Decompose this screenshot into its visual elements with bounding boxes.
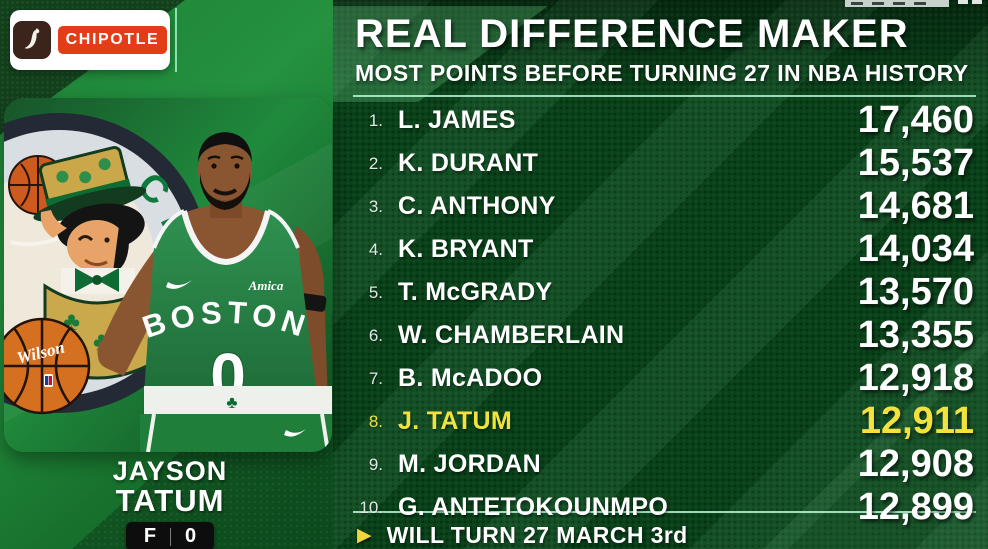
panel-subtitle: MOST POINTS BEFORE TURNING 27 IN NBA HIS…: [355, 60, 969, 86]
player-nameplate: JAYSON TATUM F 0: [0, 457, 340, 549]
player-card: C E B: [4, 98, 332, 452]
rank-label: 5.: [368, 282, 383, 302]
points-value: 15,537: [857, 142, 974, 184]
points-value: 12,899: [857, 486, 974, 528]
scorebug-fragment: [845, 0, 949, 7]
rank-label: 6.: [368, 325, 383, 345]
rank-label: 2.: [368, 153, 383, 173]
points-value: 14,681: [857, 185, 974, 227]
leaderboard-row: 2. K. DURANT 15,537: [353, 142, 978, 185]
leaderboard-row: 9. M. JORDAN 12,908: [353, 443, 978, 486]
player-name: W. CHAMBERLAIN: [398, 321, 625, 349]
footer-divider: [353, 511, 976, 513]
player-name: J. TATUM: [398, 407, 512, 435]
points-value: 12,911: [859, 400, 974, 442]
player-name: C. ANTHONY: [398, 192, 556, 220]
leaderboard-row: 5. T. McGRADY 13,570: [353, 271, 978, 314]
rank-label: 4.: [368, 239, 383, 259]
footnote: ▶ WILL TURN 27 MARCH 3rd: [353, 522, 978, 549]
rank-label: 8.: [368, 411, 383, 431]
jersey-brand-text: Amica: [248, 278, 284, 293]
badge-divider: [170, 527, 172, 546]
player-name: B. McADOO: [398, 364, 543, 392]
basketball: Wilson: [4, 317, 91, 415]
panel-title: REAL DIFFERENCE MAKER: [355, 12, 909, 56]
player-name: G. ANTETOKOUNMPO: [398, 493, 669, 521]
rank-label: 9.: [368, 454, 383, 474]
points-value: 17,460: [857, 99, 974, 141]
rank-label: 3.: [368, 196, 383, 216]
nba-patch-icon: [44, 374, 53, 387]
points-value: 12,918: [857, 357, 974, 399]
rank-label: 7.: [368, 368, 383, 388]
leaderboard: 1. L. JAMES 17,460 2. K. DURANT 15,537 3…: [353, 99, 978, 528]
leaderboard-row: 8. J. TATUM 12,911: [353, 400, 978, 443]
right-background: [333, 0, 988, 549]
player-photo: C E B: [4, 98, 332, 452]
rank-label: 1.: [368, 110, 383, 130]
header-divider: [353, 95, 976, 97]
player-name: L. JAMES: [398, 106, 516, 134]
position-label: F: [143, 525, 157, 548]
points-value: 14,034: [857, 228, 974, 270]
footnote-text: WILL TURN 27 MARCH 3rd: [386, 522, 688, 548]
pepper-icon: [12, 21, 51, 59]
stat-panel: REAL DIFFERENCE MAKER MOST POINTS BEFORE…: [333, 0, 988, 549]
player-name: K. BRYANT: [398, 235, 534, 263]
leaderboard-row: 10. G. ANTETOKOUNMPO 12,899: [353, 486, 978, 529]
sponsor-wordmark: CHIPOTLE: [57, 26, 168, 54]
leaderboard-row: 6. W. CHAMBERLAIN 13,355: [353, 314, 978, 357]
player-name: M. JORDAN: [398, 450, 541, 478]
player-first-name: JAYSON: [112, 456, 228, 486]
nike-swoosh-icon: [166, 280, 192, 289]
play-arrow-icon: ▶: [357, 525, 372, 546]
points-value: 12,908: [857, 443, 974, 485]
vertical-accent-line: [175, 8, 177, 72]
jersey-number-label: 0: [185, 525, 197, 548]
scorebug-fragment-2: [958, 0, 984, 6]
leaderboard-row: 3. C. ANTHONY 14,681: [353, 185, 978, 228]
player-name: T. McGRADY: [398, 278, 553, 306]
leaderboard-row: 4. K. BRYANT 14,034: [353, 228, 978, 271]
nike-swoosh-icon: [284, 429, 306, 437]
position-badge: F 0: [125, 522, 215, 549]
leaderboard-row: 7. B. McADOO 12,918: [353, 357, 978, 400]
leaderboard-row: 1. L. JAMES 17,460: [353, 99, 978, 142]
points-value: 13,570: [857, 271, 974, 313]
rank-label: 10.: [359, 497, 383, 517]
points-value: 13,355: [857, 314, 974, 356]
clover-icon: ♣: [226, 393, 237, 412]
player-last-name: TATUM: [115, 483, 225, 519]
sponsor-logo: CHIPOTLE: [10, 10, 170, 70]
player-name: K. DURANT: [398, 149, 539, 177]
